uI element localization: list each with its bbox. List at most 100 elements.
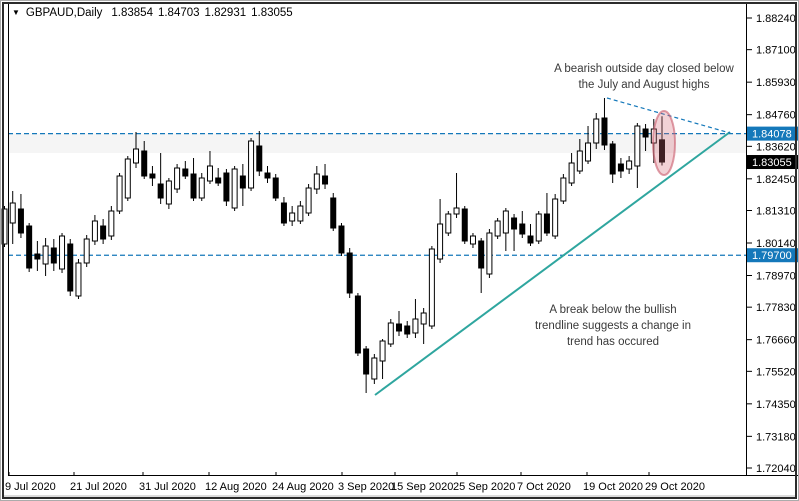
candle-body [593,118,600,144]
candle-body [59,235,66,270]
candle-body [17,208,24,234]
candle-body [585,142,592,162]
candle-body [239,175,246,189]
candle-body [617,163,624,172]
x-axis-label: 21 Jul 2020 [70,481,127,493]
candle-body [141,150,148,177]
resistance-trendline [606,97,731,134]
candle-body [83,238,90,264]
bullish-trendline [374,131,731,396]
x-axis-label: 29 Oct 2020 [645,481,705,493]
x-axis-label: 31 Jul 2020 [139,481,196,493]
candle-body [9,202,16,224]
annotation-line: trend has occured [566,336,660,348]
candle-body [248,140,255,189]
price-tag [747,248,798,263]
candle-body [354,295,361,354]
candle-body [26,225,33,269]
candle-body [552,198,559,237]
candle-body [313,173,320,190]
candle-body [494,220,501,237]
y-axis-label: 1.80140 [756,238,796,250]
candle-body [165,180,172,205]
candle-body [280,202,287,224]
candle-body [75,262,82,297]
y-axis-label: 1.76660 [756,335,796,347]
candle-body [404,325,411,335]
candle-body [289,212,296,222]
candle-body [461,208,468,242]
candle-body [34,253,41,260]
candle-body [124,158,131,199]
candle-body [601,117,608,146]
candle-body [297,205,304,222]
y-axis-label: 1.84760 [756,110,796,122]
y-axis-label: 1.83620 [756,141,796,153]
candle-body [412,318,419,334]
candle-body [1,208,8,245]
y-axis-label: 1.82450 [756,174,796,186]
annotation-bearish-outside-day: A bearish outside day closed below the J… [524,61,764,93]
price-tag-label: 1.79700 [752,250,792,262]
x-axis-label: 25 Sep 2020 [453,481,515,493]
ohlc-low: 1.82931 [204,7,247,19]
y-axis-label: 1.75520 [756,366,796,378]
y-axis-label: 1.72040 [756,463,796,475]
price-tag-label: 1.84078 [752,129,792,141]
candle-body [174,167,181,190]
candle-body [215,177,222,184]
y-axis-label: 1.74350 [756,399,796,411]
y-axis-label: 1.87100 [756,45,796,57]
candle-body [379,340,386,362]
candle-body [428,248,435,327]
annotation-line: A bearish outside day closed below [554,63,734,75]
annotation-trendline-break: A break below the bullish trendline sugg… [513,302,713,350]
candle-body [256,145,263,172]
candle-body [659,139,665,163]
annotation-line: trendline suggests a change in [535,320,691,332]
candle-body [371,357,378,380]
candle-body [206,165,213,182]
candle-body [231,168,238,209]
candle-body [560,177,567,202]
x-axis-label: 12 Aug 2020 [205,481,267,493]
candle-body [642,128,649,138]
candle-body [363,348,370,375]
candle-body [223,172,230,202]
candle-body [543,213,550,234]
candle-body [264,172,271,179]
x-axis-label: 19 Oct 2020 [583,481,643,493]
candle-body [338,225,345,254]
candle-body [272,177,279,199]
candle-body [182,168,189,177]
candle-body [387,322,394,345]
candle-body [609,143,616,175]
x-axis-label: 15 Sep 2020 [391,481,453,493]
price-tag [747,126,798,141]
x-axis-label: 3 Sep 2020 [338,481,394,493]
candle-body [91,220,98,242]
candle-body [149,173,156,179]
candle-body [469,235,476,245]
candle-body [133,148,139,164]
candle-body [568,162,575,184]
highlight-ellipse [652,110,676,176]
y-axis-label: 1.73180 [756,431,796,443]
candle-body [198,177,205,199]
annotation-line: A break below the bullish [549,304,677,316]
highs-band [8,133,746,153]
candle-body [50,247,57,264]
ohlc-open: 1.83854 [111,7,153,19]
candle-body [420,312,427,325]
y-axis-label: 1.78970 [756,271,796,283]
ohlc-close: 1.83055 [251,7,293,19]
chart-title-bar: ▼ GBPAUD,Daily 1.83854 1.84703 1.82931 1.8305… [12,7,298,19]
candle-body [576,150,583,172]
collapse-icon[interactable]: ▼ [12,8,20,17]
candle-body [330,197,337,229]
candle-body [453,207,460,215]
candle-body [486,232,493,275]
y-axis-label: 1.88240 [756,13,796,25]
candle-body [322,175,329,185]
